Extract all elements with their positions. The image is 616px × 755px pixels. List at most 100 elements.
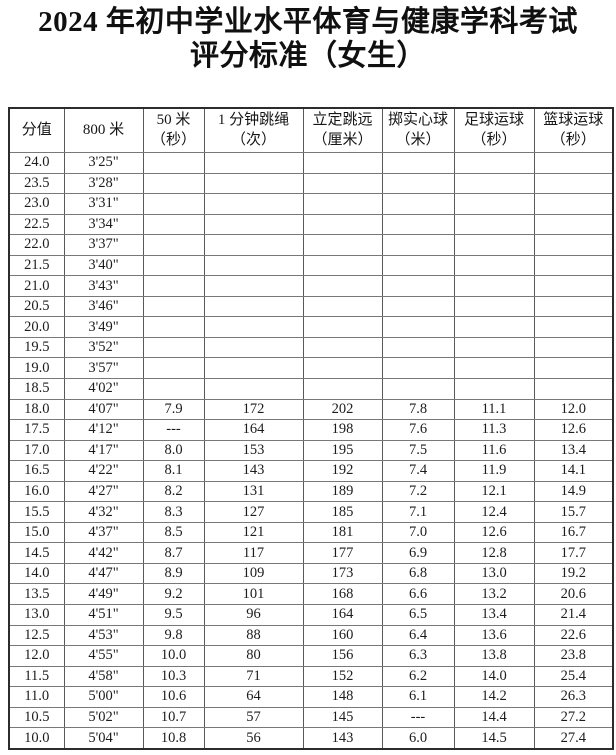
table-row: 23.0 3'31" [8,193,614,215]
cell-football-dribble: 12.8 [453,542,535,564]
table-row: 20.5 3'46" [8,295,614,318]
table-row: 12.5 4'53" 9.8 88 160 6.4 13.6 22.6 [8,624,614,647]
cell-basketball-dribble: 19.2 [533,562,614,585]
cell-sprint-50m [142,254,205,277]
cell-sprint-50m: 10.8 [142,727,205,750]
column-header-score: 分值 [8,107,65,153]
cell-rope-skip [203,336,304,359]
cell-run-800m: 4'53" [63,624,144,647]
cell-standing-jump [302,234,383,256]
cell-run-800m: 4'07" [63,398,144,421]
header-line: 800 米 [82,121,125,138]
cell-basketball-dribble [533,275,614,297]
cell-run-800m: 4'47" [63,562,144,585]
cell-football-dribble [453,234,535,256]
cell-score: 21.5 [8,254,65,277]
document-title: 2024 年初中学业水平体育与健康学科考试 评分标准（女生） [0,0,616,73]
table-row: 22.0 3'37" [8,234,614,256]
cell-score: 17.5 [8,419,65,441]
cell-sprint-50m [142,193,205,215]
cell-basketball-dribble: 25.4 [533,665,614,688]
cell-sprint-50m: 10.3 [142,665,205,688]
cell-football-dribble [453,336,535,359]
cell-standing-jump: 148 [302,686,383,708]
cell-football-dribble: 14.5 [453,727,535,750]
cell-standing-jump: 185 [302,501,383,523]
cell-rope-skip: 64 [203,686,304,708]
cell-run-800m: 4'49" [63,583,144,606]
cell-sprint-50m [142,234,205,256]
header-line: 分值 [21,121,52,138]
table-body: 24.0 3'25" 23.5 3'28" 23.0 3'31" 22.5 3'34" 22.0… [8,152,614,750]
table-row: 13.5 4'49" 9.2 101 168 6.6 13.2 20.6 [8,583,614,606]
cell-standing-jump [302,254,383,277]
title-line-2: 评分标准（女生） [189,39,426,72]
cell-rope-skip [203,357,304,380]
cell-rope-skip [203,152,304,174]
cell-solid-ball [381,213,455,236]
cell-basketball-dribble: 27.2 [533,706,614,729]
cell-solid-ball: 7.4 [381,460,455,482]
cell-solid-ball: 6.8 [381,562,455,585]
cell-rope-skip: 164 [203,419,304,441]
cell-standing-jump: 177 [302,542,383,564]
cell-sprint-50m: 10.7 [142,706,205,729]
cell-solid-ball: 6.5 [381,604,455,626]
cell-basketball-dribble [533,295,614,318]
cell-rope-skip: 96 [203,604,304,626]
column-header-basketball-dribble: 篮球运球 （秒） [533,107,614,153]
cell-solid-ball [381,378,455,400]
cell-sprint-50m [142,316,205,338]
column-header-standing-jump: 立定跳远 （厘米） [302,107,383,153]
cell-run-800m: 3'31" [63,193,144,215]
cell-standing-jump [302,172,383,195]
cell-sprint-50m [142,378,205,400]
cell-basketball-dribble [533,193,614,215]
cell-basketball-dribble: 27.4 [533,727,614,750]
cell-basketball-dribble: 14.1 [533,460,614,482]
table-row: 12.0 4'55" 10.0 80 156 6.3 13.8 23.8 [8,645,614,667]
cell-standing-jump: 189 [302,480,383,503]
cell-rope-skip [203,213,304,236]
cell-rope-skip [203,193,304,215]
table-row: 17.5 4'12" --- 164 198 7.6 11.3 12.6 [8,419,614,441]
cell-score: 18.0 [8,398,65,421]
cell-solid-ball: 7.2 [381,480,455,503]
cell-rope-skip [203,295,304,318]
header-line: 1 分钟跳绳 [217,112,290,128]
cell-rope-skip: 71 [203,665,304,688]
table-row: 21.5 3'40" [8,254,614,277]
cell-rope-skip: 127 [203,501,304,523]
cell-score: 15.5 [8,501,65,523]
cell-basketball-dribble [533,234,614,256]
cell-football-dribble [453,193,535,215]
cell-solid-ball: 7.5 [381,439,455,462]
cell-solid-ball: 7.6 [381,419,455,441]
cell-score: 13.0 [8,604,65,626]
cell-sprint-50m [142,152,205,174]
cell-basketball-dribble [533,172,614,195]
cell-score: 13.5 [8,583,65,606]
cell-football-dribble: 11.1 [453,398,535,421]
header-line: （次） [230,131,276,148]
cell-basketball-dribble: 23.8 [533,645,614,667]
cell-sprint-50m: 10.6 [142,686,205,708]
table-row: 20.0 3'49" [8,316,614,338]
header-line: （米） [395,131,441,148]
cell-rope-skip [203,172,304,195]
cell-run-800m: 4'02" [63,378,144,400]
cell-rope-skip: 153 [203,439,304,462]
cell-standing-jump: 198 [302,419,383,441]
cell-sprint-50m [142,336,205,359]
cell-solid-ball: 7.0 [381,521,455,544]
table-header: 分值 800 米 50 米 （秒） 1 分钟跳绳 （次） 立定跳远 （厘米） 掷实心球 （米） 足球… [8,107,614,153]
cell-run-800m: 4'32" [63,501,144,523]
cell-rope-skip: 131 [203,480,304,503]
cell-run-800m: 4'37" [63,521,144,544]
cell-score: 23.5 [8,172,65,195]
cell-run-800m: 4'17" [63,439,144,462]
header-line: （秒） [550,131,596,148]
cell-standing-jump: 152 [302,665,383,688]
cell-solid-ball: 6.3 [381,645,455,667]
cell-basketball-dribble [533,254,614,277]
